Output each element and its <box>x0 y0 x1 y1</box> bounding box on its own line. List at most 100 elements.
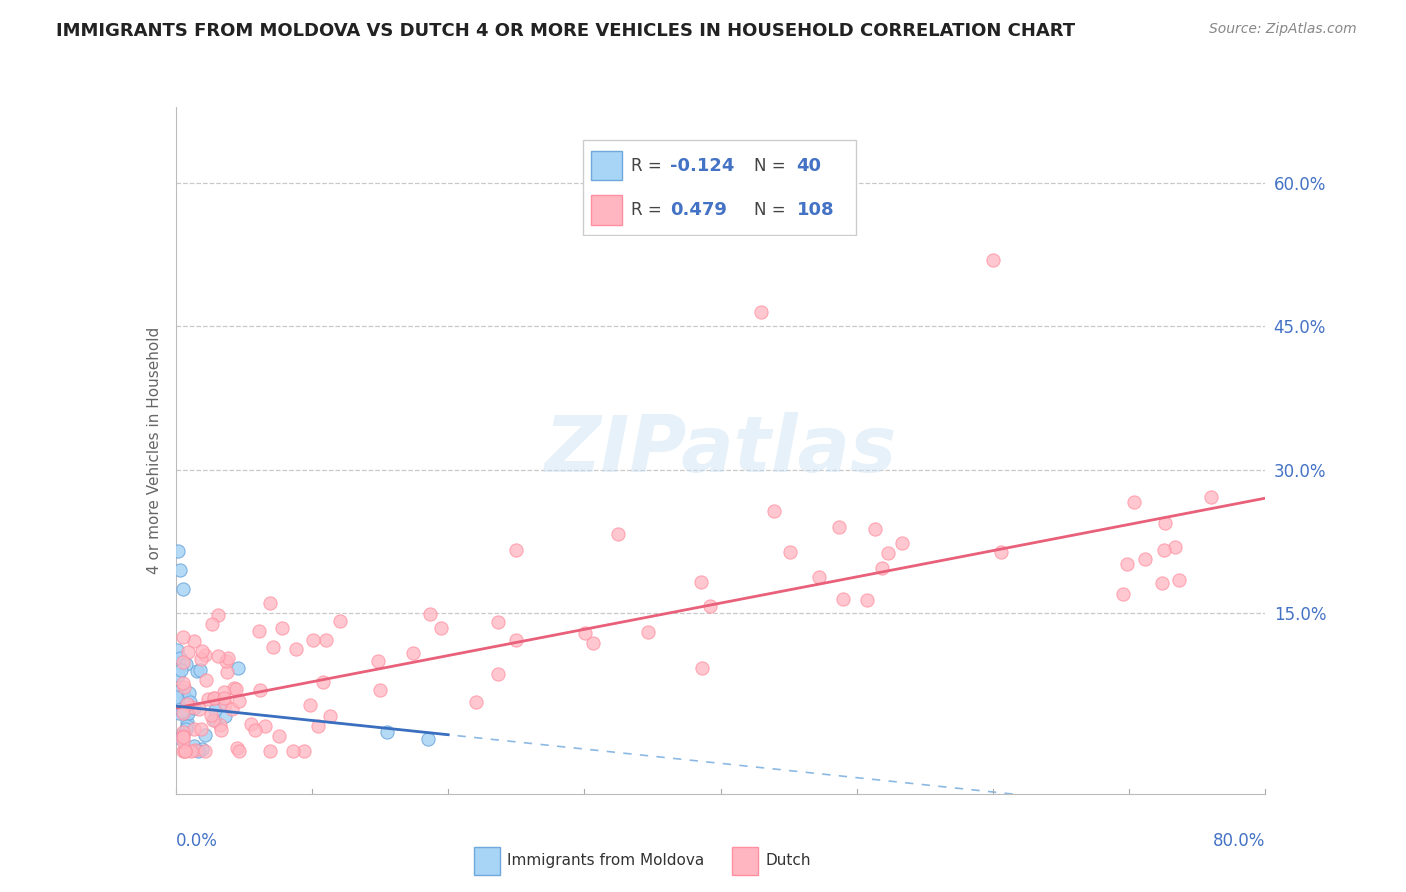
Point <box>222 681 245 696</box>
Point <box>176 715 198 730</box>
Text: 108: 108 <box>796 201 834 219</box>
Point <box>226 740 249 755</box>
Point <box>172 725 194 739</box>
Point <box>172 655 194 669</box>
Point <box>191 644 214 658</box>
Point <box>176 697 198 711</box>
Point <box>245 723 267 737</box>
Point <box>165 690 187 705</box>
Point <box>170 683 193 698</box>
Point <box>1123 494 1146 508</box>
Point <box>582 636 605 650</box>
Bar <box>474 847 501 875</box>
Point <box>981 252 1004 267</box>
Point <box>172 582 194 596</box>
Point <box>186 664 208 678</box>
Point <box>177 645 200 659</box>
Point <box>990 545 1012 559</box>
Text: R =: R = <box>630 201 666 219</box>
Point <box>574 626 596 640</box>
Text: Immigrants from Moldova: Immigrants from Moldova <box>508 854 704 868</box>
Point <box>751 305 773 319</box>
Point <box>184 742 207 756</box>
Point <box>419 607 441 621</box>
Point <box>763 504 786 518</box>
Bar <box>731 847 758 875</box>
Point <box>269 729 291 743</box>
Point <box>832 591 855 606</box>
Point <box>166 642 188 657</box>
Point <box>202 691 225 706</box>
Text: 0.0%: 0.0% <box>176 831 218 850</box>
Point <box>221 702 243 716</box>
Point <box>488 666 510 681</box>
Point <box>180 744 202 758</box>
Point <box>217 651 239 665</box>
Point <box>271 621 294 635</box>
Point <box>201 714 224 728</box>
Text: Source: ZipAtlas.com: Source: ZipAtlas.com <box>1209 22 1357 37</box>
Bar <box>592 195 623 225</box>
Point <box>172 725 194 739</box>
Point <box>200 708 222 723</box>
Point <box>167 543 190 558</box>
Point <box>190 722 212 736</box>
Point <box>1164 540 1187 554</box>
Point <box>183 739 205 753</box>
Point <box>208 698 231 713</box>
Point <box>215 654 238 668</box>
Text: ZIPatlas: ZIPatlas <box>544 412 897 489</box>
Point <box>299 698 322 713</box>
FancyBboxPatch shape <box>583 140 855 235</box>
Point <box>180 701 202 715</box>
Point <box>194 727 217 741</box>
Point <box>368 682 391 697</box>
Point <box>179 695 201 709</box>
Point <box>367 654 389 668</box>
Bar <box>592 151 623 180</box>
Point <box>876 546 898 560</box>
Point <box>191 742 214 756</box>
Point <box>1168 574 1191 588</box>
Point <box>690 574 713 589</box>
Point <box>209 718 232 732</box>
Point <box>172 706 194 720</box>
Point <box>312 675 335 690</box>
Point <box>169 731 191 745</box>
Point <box>173 688 195 702</box>
Point <box>375 724 398 739</box>
Point <box>172 730 194 744</box>
Point <box>166 700 188 714</box>
Point <box>172 731 194 745</box>
Point <box>690 660 713 674</box>
Text: N =: N = <box>755 157 792 175</box>
Point <box>170 663 193 677</box>
Point <box>254 719 277 733</box>
Point <box>180 700 202 714</box>
Point <box>187 744 209 758</box>
Point <box>212 690 235 705</box>
Point <box>194 673 217 687</box>
Point <box>207 649 229 664</box>
Point <box>183 723 205 737</box>
Point <box>174 657 197 671</box>
Point <box>855 593 877 607</box>
Point <box>1153 516 1175 530</box>
Point <box>1135 552 1157 566</box>
Text: -0.124: -0.124 <box>671 157 734 175</box>
Point <box>194 648 217 663</box>
Point <box>228 693 250 707</box>
Point <box>416 731 439 746</box>
Point <box>808 570 831 584</box>
Point <box>228 744 250 758</box>
Text: IMMIGRANTS FROM MOLDOVA VS DUTCH 4 OR MORE VEHICLES IN HOUSEHOLD CORRELATION CHA: IMMIGRANTS FROM MOLDOVA VS DUTCH 4 OR MO… <box>56 22 1076 40</box>
Point <box>606 527 628 541</box>
Point <box>183 634 205 648</box>
Point <box>174 744 197 758</box>
Text: N =: N = <box>755 201 792 219</box>
Point <box>1152 575 1174 590</box>
Point <box>302 633 325 648</box>
Point <box>637 625 659 640</box>
Text: Dutch: Dutch <box>765 854 811 868</box>
Point <box>190 651 212 665</box>
